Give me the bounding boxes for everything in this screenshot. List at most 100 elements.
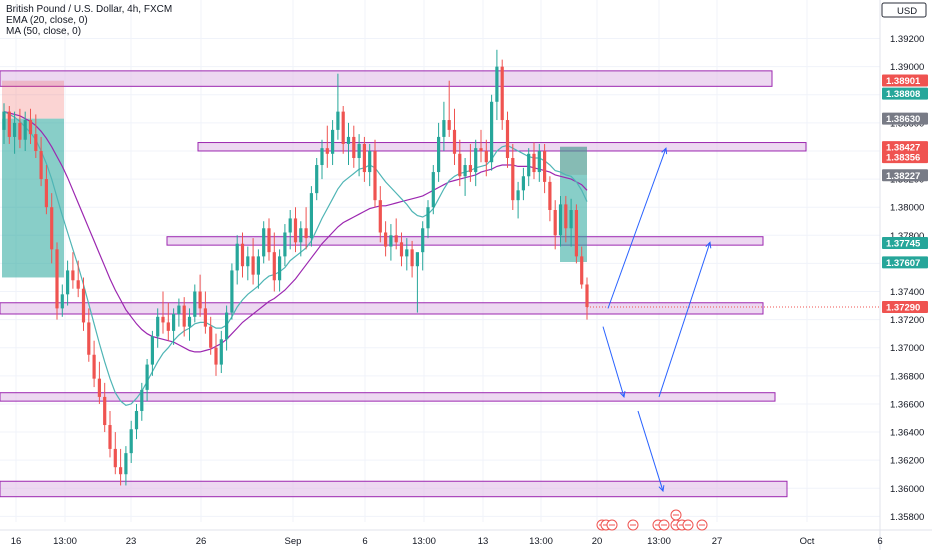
candle-body [219,339,223,365]
time-tick-label: 27 [712,536,723,547]
candle-body [156,316,160,337]
chart-legend: British Pound / U.S. Dollar, 4h, FXCM EM… [6,4,172,37]
candle-body [458,153,462,177]
zone-box [166,236,764,246]
candle-body [55,249,59,309]
candle-body [198,291,202,309]
candle-body [39,150,43,180]
price-label-badge [882,169,928,182]
candle-body [505,120,510,158]
candle-body [28,120,33,135]
price-axis: 1.35800 1.36000 1.36200 1.36400 1.36600 1.368… [879,0,928,550]
candle-body [119,467,123,475]
candle-body [225,312,229,340]
candle-body [309,193,313,239]
candle-body [452,129,457,154]
candle-body [574,210,578,257]
candle-body [315,165,319,194]
ma-indicator-label: MA (50, close, 0) [6,26,82,37]
candle-body [368,150,372,173]
candle-body [346,136,351,144]
candle-body [532,153,536,173]
candle-body [13,122,17,137]
ema-20-line [3,111,588,407]
ma-50-line [3,111,588,353]
candle-body [283,232,287,257]
candle-body [384,232,388,247]
time-tick-label: 13:00 [412,536,436,547]
candle-body [293,218,298,243]
price-label-badge [882,112,928,125]
price-label-badge [882,74,928,87]
candle-body [410,249,414,267]
candle-body [66,270,70,295]
candle-body [262,228,266,257]
candles [2,49,880,486]
candle-body [437,136,441,173]
candle-body [251,256,255,275]
candle-body [240,243,245,267]
candle-body [87,322,91,355]
time-axis: 16 13:00 23 26 Sep 6 13:00 13 13:00 20 13:00 27 Oct 6 [0,529,932,547]
candle-body [341,111,345,144]
candle-body [18,122,22,140]
price-label-text: 1.37745 [886,239,921,250]
candle-body [331,129,335,154]
price-label-badge [882,141,928,154]
price-tick-label: 1.37800 [890,231,924,242]
candle-body [362,143,366,173]
projection-line [602,326,625,398]
price-label-badge [882,151,928,164]
candle-body [511,158,515,201]
price-label-badge [882,300,928,313]
candle-body [537,150,541,173]
candle-body [161,316,165,323]
candle-body [521,176,525,191]
zone-box [0,392,776,402]
candle-body [50,207,54,250]
candle-body [580,256,584,285]
price-label-text: 1.38227 [886,171,920,182]
candle-body [129,429,133,454]
price-label-badge [882,87,928,100]
candle-body [182,305,186,327]
price-label-badge [882,237,928,250]
projection-arrows [602,147,712,493]
price-tick-label: 1.36600 [890,399,924,410]
candle-body [442,120,446,137]
candle-body [373,150,377,201]
price-tick-label: 1.37200 [890,315,924,326]
price-tick-label: 1.38000 [890,203,924,214]
projection-arrowhead [619,390,626,399]
candle-body [527,153,531,177]
candle-body [278,256,282,281]
candle-body [81,288,86,323]
currency-label: USD [897,6,917,17]
price-tick-label: 1.36200 [890,456,924,467]
candle-body [357,143,361,158]
candle-body [299,228,303,243]
price-label-text: 1.38901 [886,76,921,87]
support-resistance-zones [0,70,807,498]
time-tick-label: 13 [478,536,489,547]
candle-body [320,148,324,166]
position-boxes [2,80,587,278]
time-tick-label: 23 [126,536,137,547]
price-label-text: 1.37607 [886,258,920,269]
candle-body [246,256,250,267]
candle-body [516,190,520,201]
time-tick-label: 6 [877,536,882,547]
candle-body [272,252,276,281]
projection-line [607,147,667,309]
candle-body [97,378,101,397]
candle-body [134,410,139,430]
candle-body [447,120,451,130]
time-tick-label: 13:00 [53,536,77,547]
price-tick-label: 1.35800 [890,512,924,523]
candle-body [325,148,329,154]
candle-body [500,66,504,121]
time-tick-label: 13:00 [647,536,671,547]
candle-body [113,448,117,468]
